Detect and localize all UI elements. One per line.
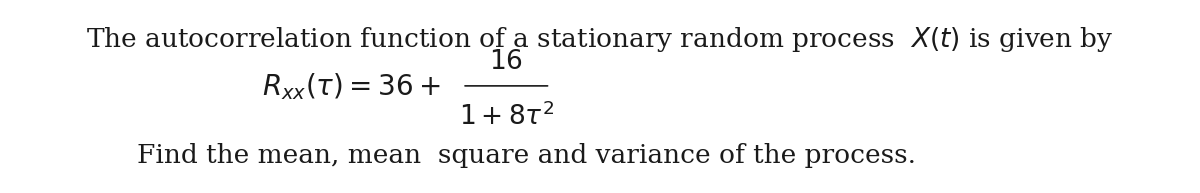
Text: Find the mean, mean  square and variance of the process.: Find the mean, mean square and variance … bbox=[137, 143, 916, 168]
Text: $1+8\tau^2$: $1+8\tau^2$ bbox=[458, 102, 554, 130]
Text: $16$: $16$ bbox=[490, 49, 523, 74]
Text: The autocorrelation function of a stationary random process  $X(t)$ is given by: The autocorrelation function of a statio… bbox=[86, 25, 1114, 54]
Text: $R_{xx}(\tau) = 36+$: $R_{xx}(\tau) = 36+$ bbox=[262, 71, 440, 102]
